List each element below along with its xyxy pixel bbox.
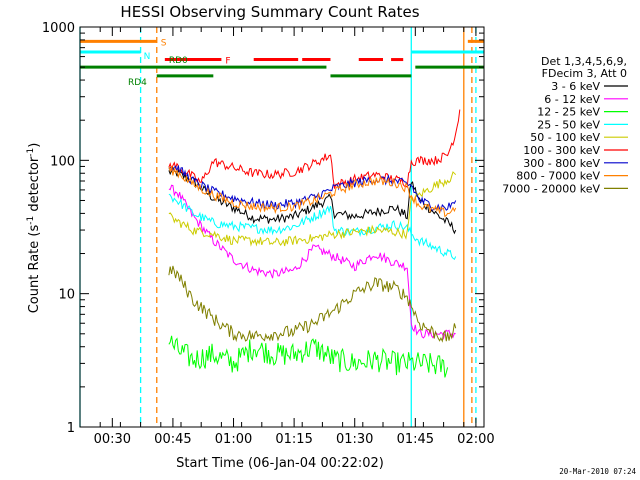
series-layer: [168, 109, 461, 378]
status-bar-label: RD0: [169, 56, 188, 66]
chart-title: HESSI Observing Summary Count Rates: [120, 3, 419, 21]
x-tick-label: 02:00: [457, 432, 494, 447]
series-line-5: [168, 109, 461, 189]
legend-label: 300 - 800 keV: [523, 157, 600, 170]
x-tick-label: 01:00: [215, 432, 252, 447]
status-bars-layer: SN F RD0 RD4: [80, 38, 484, 88]
x-tick-label: 01:15: [275, 432, 312, 447]
y-tick-label: 1000: [42, 21, 75, 36]
series-line-6: [168, 165, 457, 212]
status-bar-label: S: [161, 38, 167, 48]
series-line-1: [168, 184, 456, 341]
legend-label: 6 - 12 keV: [544, 93, 600, 106]
legend-label: 25 - 50 keV: [537, 118, 600, 131]
y-tick-label: 1: [67, 421, 75, 436]
x-tick-label: 01:45: [397, 432, 434, 447]
legend-label: 50 - 100 keV: [530, 131, 600, 144]
status-bar-label: RD4: [128, 78, 147, 88]
render-timestamp: 20-Mar-2010 07:24: [559, 467, 636, 476]
legend-label: 3 - 6 keV: [551, 80, 600, 93]
legend: Det 1,3,4,5,6,9,FDecim 3, Att 03 - 6 keV…: [502, 55, 628, 195]
x-tick-label: 01:30: [336, 432, 373, 447]
status-bar-label: N: [144, 52, 151, 62]
status-bar-label: F: [225, 57, 230, 67]
series-line-8: [168, 265, 457, 343]
x-tick-label: 00:30: [94, 432, 131, 447]
legend-header: Det 1,3,4,5,6,9,: [541, 55, 627, 68]
x-tick-label: 00:45: [154, 432, 191, 447]
series-line-4: [168, 171, 457, 247]
series-line-7: [168, 165, 457, 218]
y-tick-label: 100: [50, 154, 75, 169]
legend-label: 800 - 7000 keV: [516, 170, 600, 183]
legend-label: 100 - 300 keV: [523, 144, 600, 157]
y-axis-label: Count Rate (s-1 detector-1): [26, 143, 42, 314]
legend-label: 12 - 25 keV: [537, 106, 600, 119]
y-tick-label: 10: [58, 288, 75, 303]
x-axis-label: Start Time (06-Jan-04 00:22:02): [176, 456, 384, 471]
legend-label: 7000 - 20000 keV: [502, 182, 600, 195]
axes-layer: 1 10 100 1000 00:30 00:45 01:00 01:15 01:30 01:45…: [42, 21, 495, 447]
series-line-2: [168, 335, 449, 378]
legend-header: FDecim 3, Att 0: [542, 67, 627, 80]
